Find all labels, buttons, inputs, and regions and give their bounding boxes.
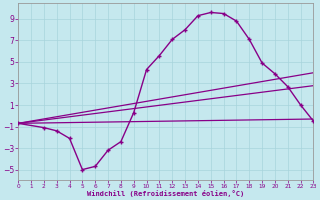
X-axis label: Windchill (Refroidissement éolien,°C): Windchill (Refroidissement éolien,°C) xyxy=(87,190,244,197)
